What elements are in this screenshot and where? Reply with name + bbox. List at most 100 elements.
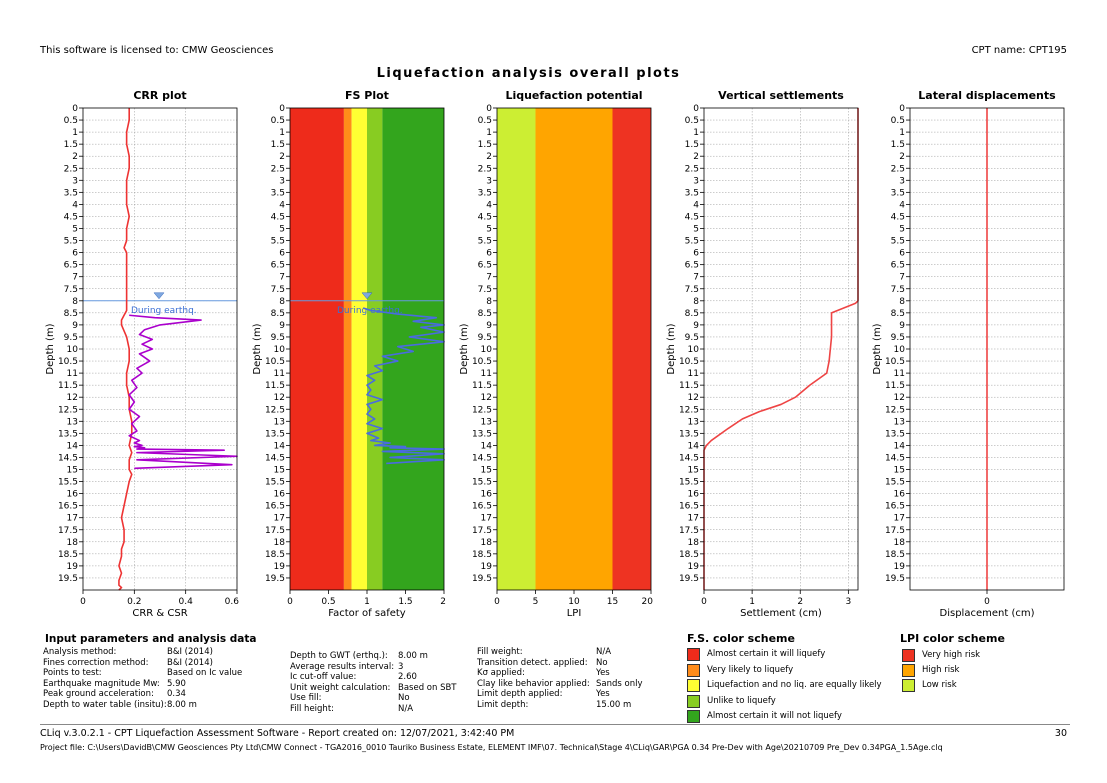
x-tick-label: 1.5: [398, 597, 412, 607]
x-axis-label: Settlement (cm): [740, 608, 822, 619]
param-label: Fill height:: [290, 703, 335, 714]
page-title: Liquefaction analysis overall plots: [376, 66, 681, 81]
y-tick-label: 8: [693, 297, 699, 307]
y-tick-label: 11: [894, 369, 905, 379]
gwt-label: During earthq.: [131, 306, 197, 316]
y-tick-label: 13.5: [265, 429, 285, 439]
y-tick-label: 8: [72, 297, 78, 307]
color-band: [351, 108, 367, 590]
x-tick-label: 10: [568, 597, 580, 607]
y-tick-label: 0.5: [64, 116, 78, 126]
y-tick-label: 8.5: [64, 309, 78, 319]
y-tick-label: 9.5: [685, 333, 699, 343]
x-tick-label: 0: [494, 597, 500, 607]
param-value: B&I (2014): [167, 647, 213, 657]
param-label: Clay like behavior applied:: [477, 678, 590, 689]
y-tick-label: 0.5: [271, 116, 285, 126]
y-tick-label: 14: [481, 441, 493, 451]
y-tick-label: 0.5: [478, 116, 492, 126]
chart-panel-5: Lateral displacements00.511.522.533.544.…: [872, 89, 1065, 619]
y-tick-label: 7: [899, 273, 905, 283]
plot-frame: [703, 107, 859, 591]
y-tick-label: 13.5: [58, 429, 78, 439]
y-tick-label: 19.5: [679, 574, 699, 584]
x-tick-label: 0: [287, 597, 293, 607]
legend-label: Low risk: [922, 680, 957, 690]
y-tick-label: 9: [693, 321, 699, 331]
chart-title: Lateral displacements: [918, 89, 1056, 102]
y-tick-label: 15.5: [58, 478, 78, 488]
y-tick-label: 16.5: [885, 502, 905, 512]
y-tick-label: 17.5: [679, 526, 699, 536]
y-tick-label: 10.5: [679, 357, 699, 367]
y-tick-label: 18: [481, 538, 493, 548]
param-label: Points to test:: [43, 668, 102, 678]
y-tick-label: 16: [274, 490, 286, 500]
chart-title: FS Plot: [345, 89, 389, 102]
param-value: 5.90: [167, 678, 186, 689]
y-tick-label: 15: [67, 466, 78, 476]
y-tick-label: 3.5: [478, 188, 492, 198]
x-tick-label: 1: [749, 597, 755, 607]
y-tick-label: 12: [67, 393, 78, 403]
y-tick-label: 2: [899, 152, 905, 162]
chart-title: CRR plot: [133, 89, 186, 102]
y-tick-label: 0: [486, 104, 492, 114]
y-tick-label: 9: [279, 321, 285, 331]
fs-scheme-title: F.S. color scheme: [687, 632, 795, 645]
y-tick-label: 19.5: [58, 574, 78, 584]
y-tick-label: 12.5: [472, 405, 492, 415]
y-tick-label: 19: [481, 562, 493, 572]
y-tick-label: 3: [486, 176, 492, 186]
param-value: Based on SBT: [398, 682, 457, 693]
param-value: Based on Ic value: [167, 668, 243, 678]
y-tick-label: 14.5: [885, 453, 905, 463]
input-params-title: Input parameters and analysis data: [45, 633, 257, 645]
footer-page-number: 30: [1054, 728, 1067, 739]
y-tick-label: 12.5: [885, 405, 905, 415]
y-tick-label: 0.5: [685, 116, 699, 126]
y-tick-label: 16.5: [265, 502, 285, 512]
y-tick-label: 11: [274, 369, 285, 379]
y-tick-label: 6.5: [271, 261, 285, 271]
param-label: Fill weight:: [477, 647, 523, 657]
x-tick-label: 15: [607, 597, 618, 607]
y-tick-label: 14.5: [265, 453, 285, 463]
y-tick-label: 11.5: [472, 381, 492, 391]
y-tick-label: 5.5: [64, 237, 78, 247]
series-line: [703, 108, 859, 590]
y-tick-label: 18.5: [679, 550, 699, 560]
y-tick-label: 13: [481, 417, 492, 427]
plot-frame: [82, 107, 238, 591]
legend-swatch: [902, 679, 915, 692]
y-tick-label: 19: [274, 562, 286, 572]
y-tick-label: 4.5: [271, 212, 285, 222]
y-tick-label: 3: [693, 176, 699, 186]
param-value: N/A: [398, 703, 414, 714]
x-tick-label: 0.4: [179, 597, 194, 607]
param-value: N/A: [596, 647, 612, 657]
legend-label: Unlike to liquefy: [707, 695, 776, 706]
y-tick-label: 0: [279, 104, 285, 114]
chart-title: Vertical settlements: [718, 89, 844, 102]
y-tick-label: 19.5: [885, 574, 905, 584]
y-tick-label: 6.5: [891, 261, 905, 271]
y-tick-label: 8: [486, 297, 492, 307]
x-axis-label: LPI: [567, 608, 582, 619]
y-axis-label: Depth (m): [666, 323, 677, 374]
y-tick-label: 6: [899, 249, 905, 259]
y-tick-label: 17: [688, 514, 699, 524]
y-tick-label: 13: [688, 417, 699, 427]
y-tick-label: 0.5: [891, 116, 905, 126]
x-axis-label: CRR & CSR: [132, 608, 187, 619]
y-tick-label: 17: [67, 514, 78, 524]
y-tick-label: 4.5: [478, 212, 492, 222]
y-tick-label: 12: [894, 393, 905, 403]
legend-swatch: [687, 694, 700, 708]
y-tick-label: 10.5: [885, 357, 905, 367]
footer-software: CLiq v.3.0.2.1 - CPT Liquefaction Assess…: [40, 728, 515, 739]
y-tick-label: 2: [279, 152, 285, 162]
color-band: [290, 108, 344, 590]
y-tick-label: 14: [274, 441, 286, 451]
